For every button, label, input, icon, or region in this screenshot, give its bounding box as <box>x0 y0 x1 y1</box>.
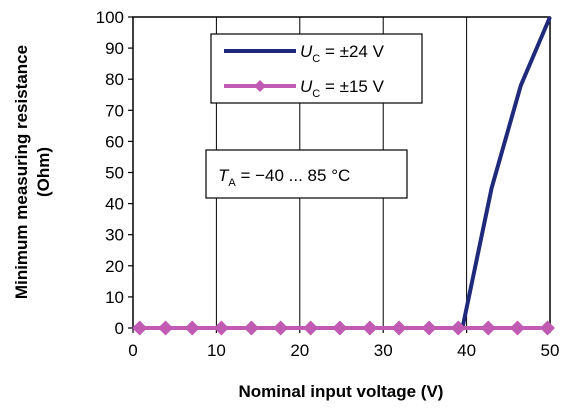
y-tick-label-4: 40 <box>105 195 124 214</box>
y-tick-label-3: 30 <box>105 226 124 245</box>
point-uc-15v-12 <box>480 320 496 336</box>
y-tick-label-6: 60 <box>105 132 124 151</box>
y-tick-label-1: 10 <box>105 288 124 307</box>
legend-label-2: UC = ±15 V <box>300 77 385 100</box>
point-uc-15v-3 <box>213 320 229 336</box>
y-axis-title-line-2: (Ohm) <box>34 147 53 197</box>
point-uc-15v-2 <box>184 320 200 336</box>
point-uc-15v-14 <box>539 320 555 336</box>
y-tick-label-0: 0 <box>115 319 124 338</box>
y-tick-label-7: 70 <box>105 101 124 120</box>
series-layer <box>132 16 555 336</box>
annotation-box <box>205 149 408 199</box>
point-uc-15v-1 <box>158 320 174 336</box>
y-tick-label-2: 20 <box>105 257 124 276</box>
legend-box <box>210 33 423 104</box>
y-tick-label-9: 90 <box>105 39 124 58</box>
point-uc-15v-10 <box>421 320 437 336</box>
y-axis-title-line-1: Minimum measuring resistance <box>12 45 31 299</box>
point-uc-15v-8 <box>362 320 378 336</box>
y-axis-ticks: 0 10 20 30 40 50 60 70 80 90 100 <box>96 8 133 338</box>
legend-label-1: UC = ±24 V <box>300 42 385 65</box>
legend: UC = ±24 V UC = ±15 V <box>210 33 423 104</box>
point-uc-15v-6 <box>303 320 319 336</box>
temperature-annotation: TA = −40 ... 85 °C <box>205 149 408 199</box>
x-tick-label-3: 30 <box>374 341 393 360</box>
x-tick-label-5: 50 <box>541 341 560 360</box>
point-uc-15v-4 <box>243 320 259 336</box>
y-tick-label-10: 100 <box>96 8 124 27</box>
x-axis-ticks: 0 10 20 30 40 50 <box>128 328 559 360</box>
x-tick-label-4: 40 <box>457 341 476 360</box>
point-uc-15v-7 <box>332 320 348 336</box>
x-axis-title: Nominal input voltage (V) <box>239 382 444 401</box>
point-uc-15v-13 <box>509 320 525 336</box>
point-uc-15v-11 <box>450 320 466 336</box>
annotation-text: TA = −40 ... 85 °C <box>218 166 350 189</box>
point-uc-15v-5 <box>273 320 289 336</box>
y-tick-label-8: 80 <box>105 70 124 89</box>
legend-marker-2 <box>254 80 266 92</box>
point-uc-15v-0 <box>132 320 148 336</box>
x-tick-label-0: 0 <box>128 341 137 360</box>
x-tick-label-2: 20 <box>290 341 309 360</box>
point-uc-15v-9 <box>391 320 407 336</box>
y-tick-label-5: 50 <box>105 164 124 183</box>
x-tick-label-1: 10 <box>207 341 226 360</box>
